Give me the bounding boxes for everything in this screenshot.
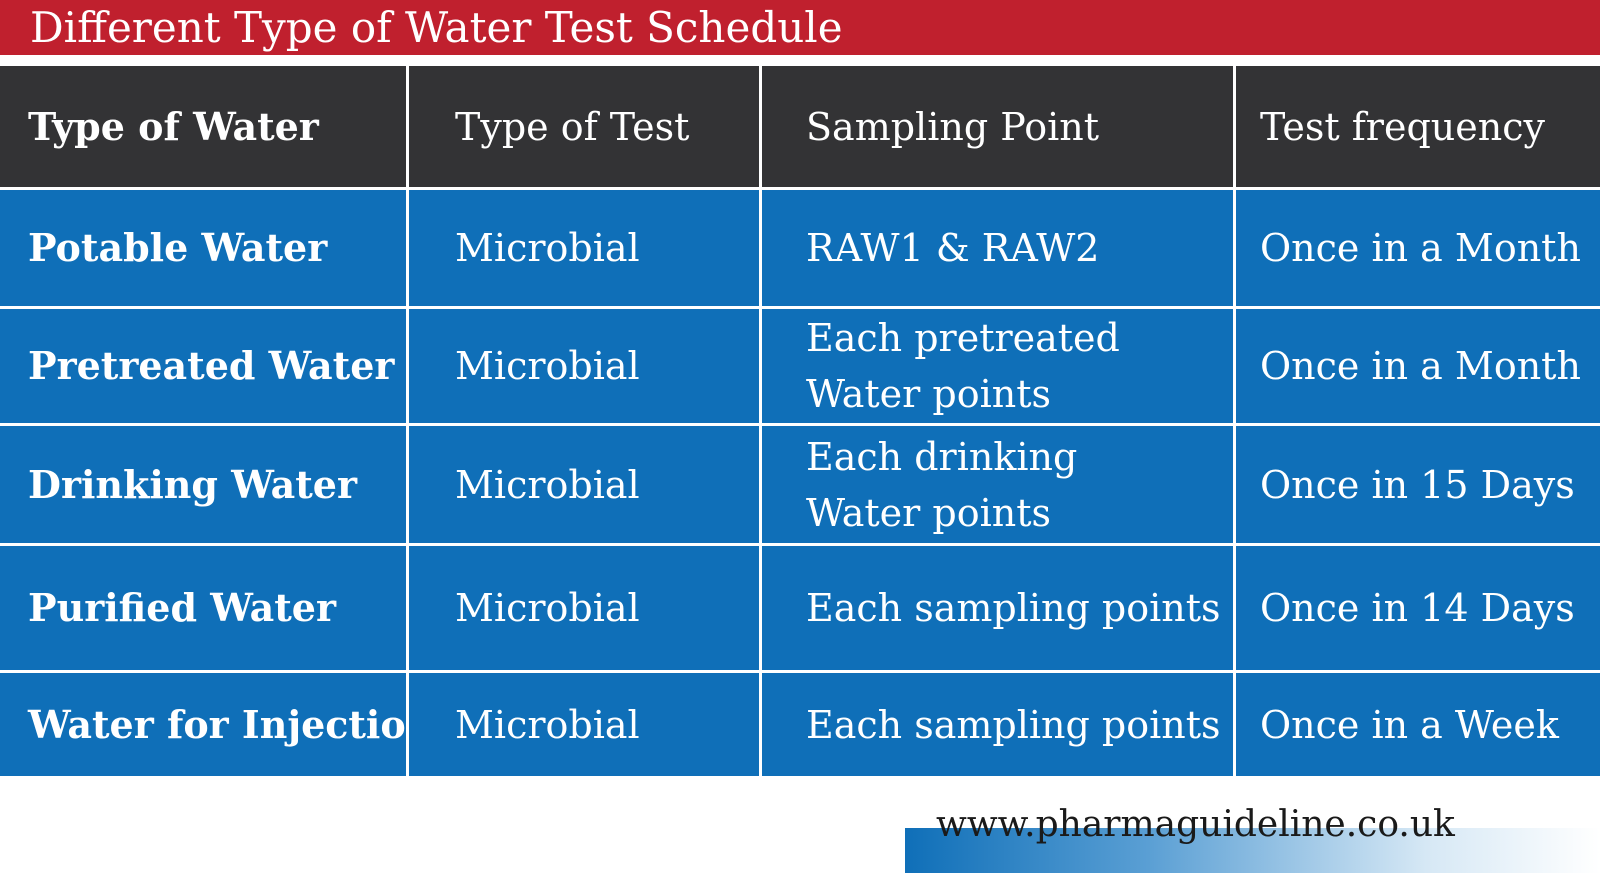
row-2-sampling-point: Each drinking Water points bbox=[762, 426, 1233, 543]
row-0-type-of-water: Potable Water bbox=[0, 190, 406, 306]
page-title: Different Type of Water Test Schedule bbox=[30, 3, 843, 52]
row-4-test-frequency: Once in a Week bbox=[1236, 673, 1600, 776]
row-4-sampling-point: Each sampling points bbox=[762, 673, 1233, 776]
header-type-of-water: Type of Water bbox=[0, 66, 406, 187]
row-0-type-of-test: Microbial bbox=[409, 190, 759, 306]
row-1-type-of-water: Pretreated Water bbox=[0, 309, 406, 423]
row-1-sampling-point-line-2: Water points bbox=[806, 372, 1052, 416]
row-2-test-frequency: Once in 15 Days bbox=[1236, 426, 1600, 543]
schedule-table: Type of Water Type of Test Sampling Poin… bbox=[0, 66, 1600, 776]
row-1-type-of-test: Microbial bbox=[409, 309, 759, 423]
title-bar: Different Type of Water Test Schedule bbox=[0, 0, 1600, 55]
row-2-type-of-water: Drinking Water bbox=[0, 426, 406, 543]
row-1-test-frequency: Once in a Month bbox=[1236, 309, 1600, 423]
row-0-sampling-point: RAW1 & RAW2 bbox=[762, 190, 1233, 306]
row-2-sampling-point-line-1: Each drinking bbox=[806, 434, 1078, 479]
row-4-sampling-point-line-1: Each sampling points bbox=[806, 702, 1221, 747]
row-3-sampling-point: Each sampling points bbox=[762, 546, 1233, 670]
header-sampling-point-label: Sampling Point bbox=[806, 104, 1100, 149]
row-4-type-of-water: Water for Injection bbox=[0, 673, 433, 776]
row-1-sampling-point: Each pretreated Water points bbox=[762, 309, 1233, 423]
row-0-test-frequency: Once in a Month bbox=[1236, 190, 1600, 306]
header-sampling-point: Sampling Point bbox=[762, 66, 1233, 187]
footer-url: www.pharmaguideline.co.uk bbox=[936, 804, 1455, 845]
header-type-of-test: Type of Test bbox=[409, 66, 759, 187]
row-2-sampling-point-line-2: Water points bbox=[806, 490, 1052, 535]
header-test-frequency: Test frequency bbox=[1236, 66, 1600, 187]
row-3-test-frequency: Once in 14 Days bbox=[1236, 546, 1600, 670]
row-3-type-of-test: Microbial bbox=[409, 546, 759, 670]
row-0-sampling-point-line-1: RAW1 & RAW2 bbox=[806, 226, 1100, 270]
row-1-sampling-point-line-1: Each pretreated bbox=[806, 316, 1120, 360]
row-4-type-of-test: Microbial bbox=[409, 673, 759, 776]
row-2-type-of-test: Microbial bbox=[409, 426, 759, 543]
footer-gradient-bar bbox=[905, 828, 1600, 873]
row-3-type-of-water: Purified Water bbox=[0, 546, 406, 670]
row-3-sampling-point-line-1: Each sampling points bbox=[806, 586, 1221, 630]
